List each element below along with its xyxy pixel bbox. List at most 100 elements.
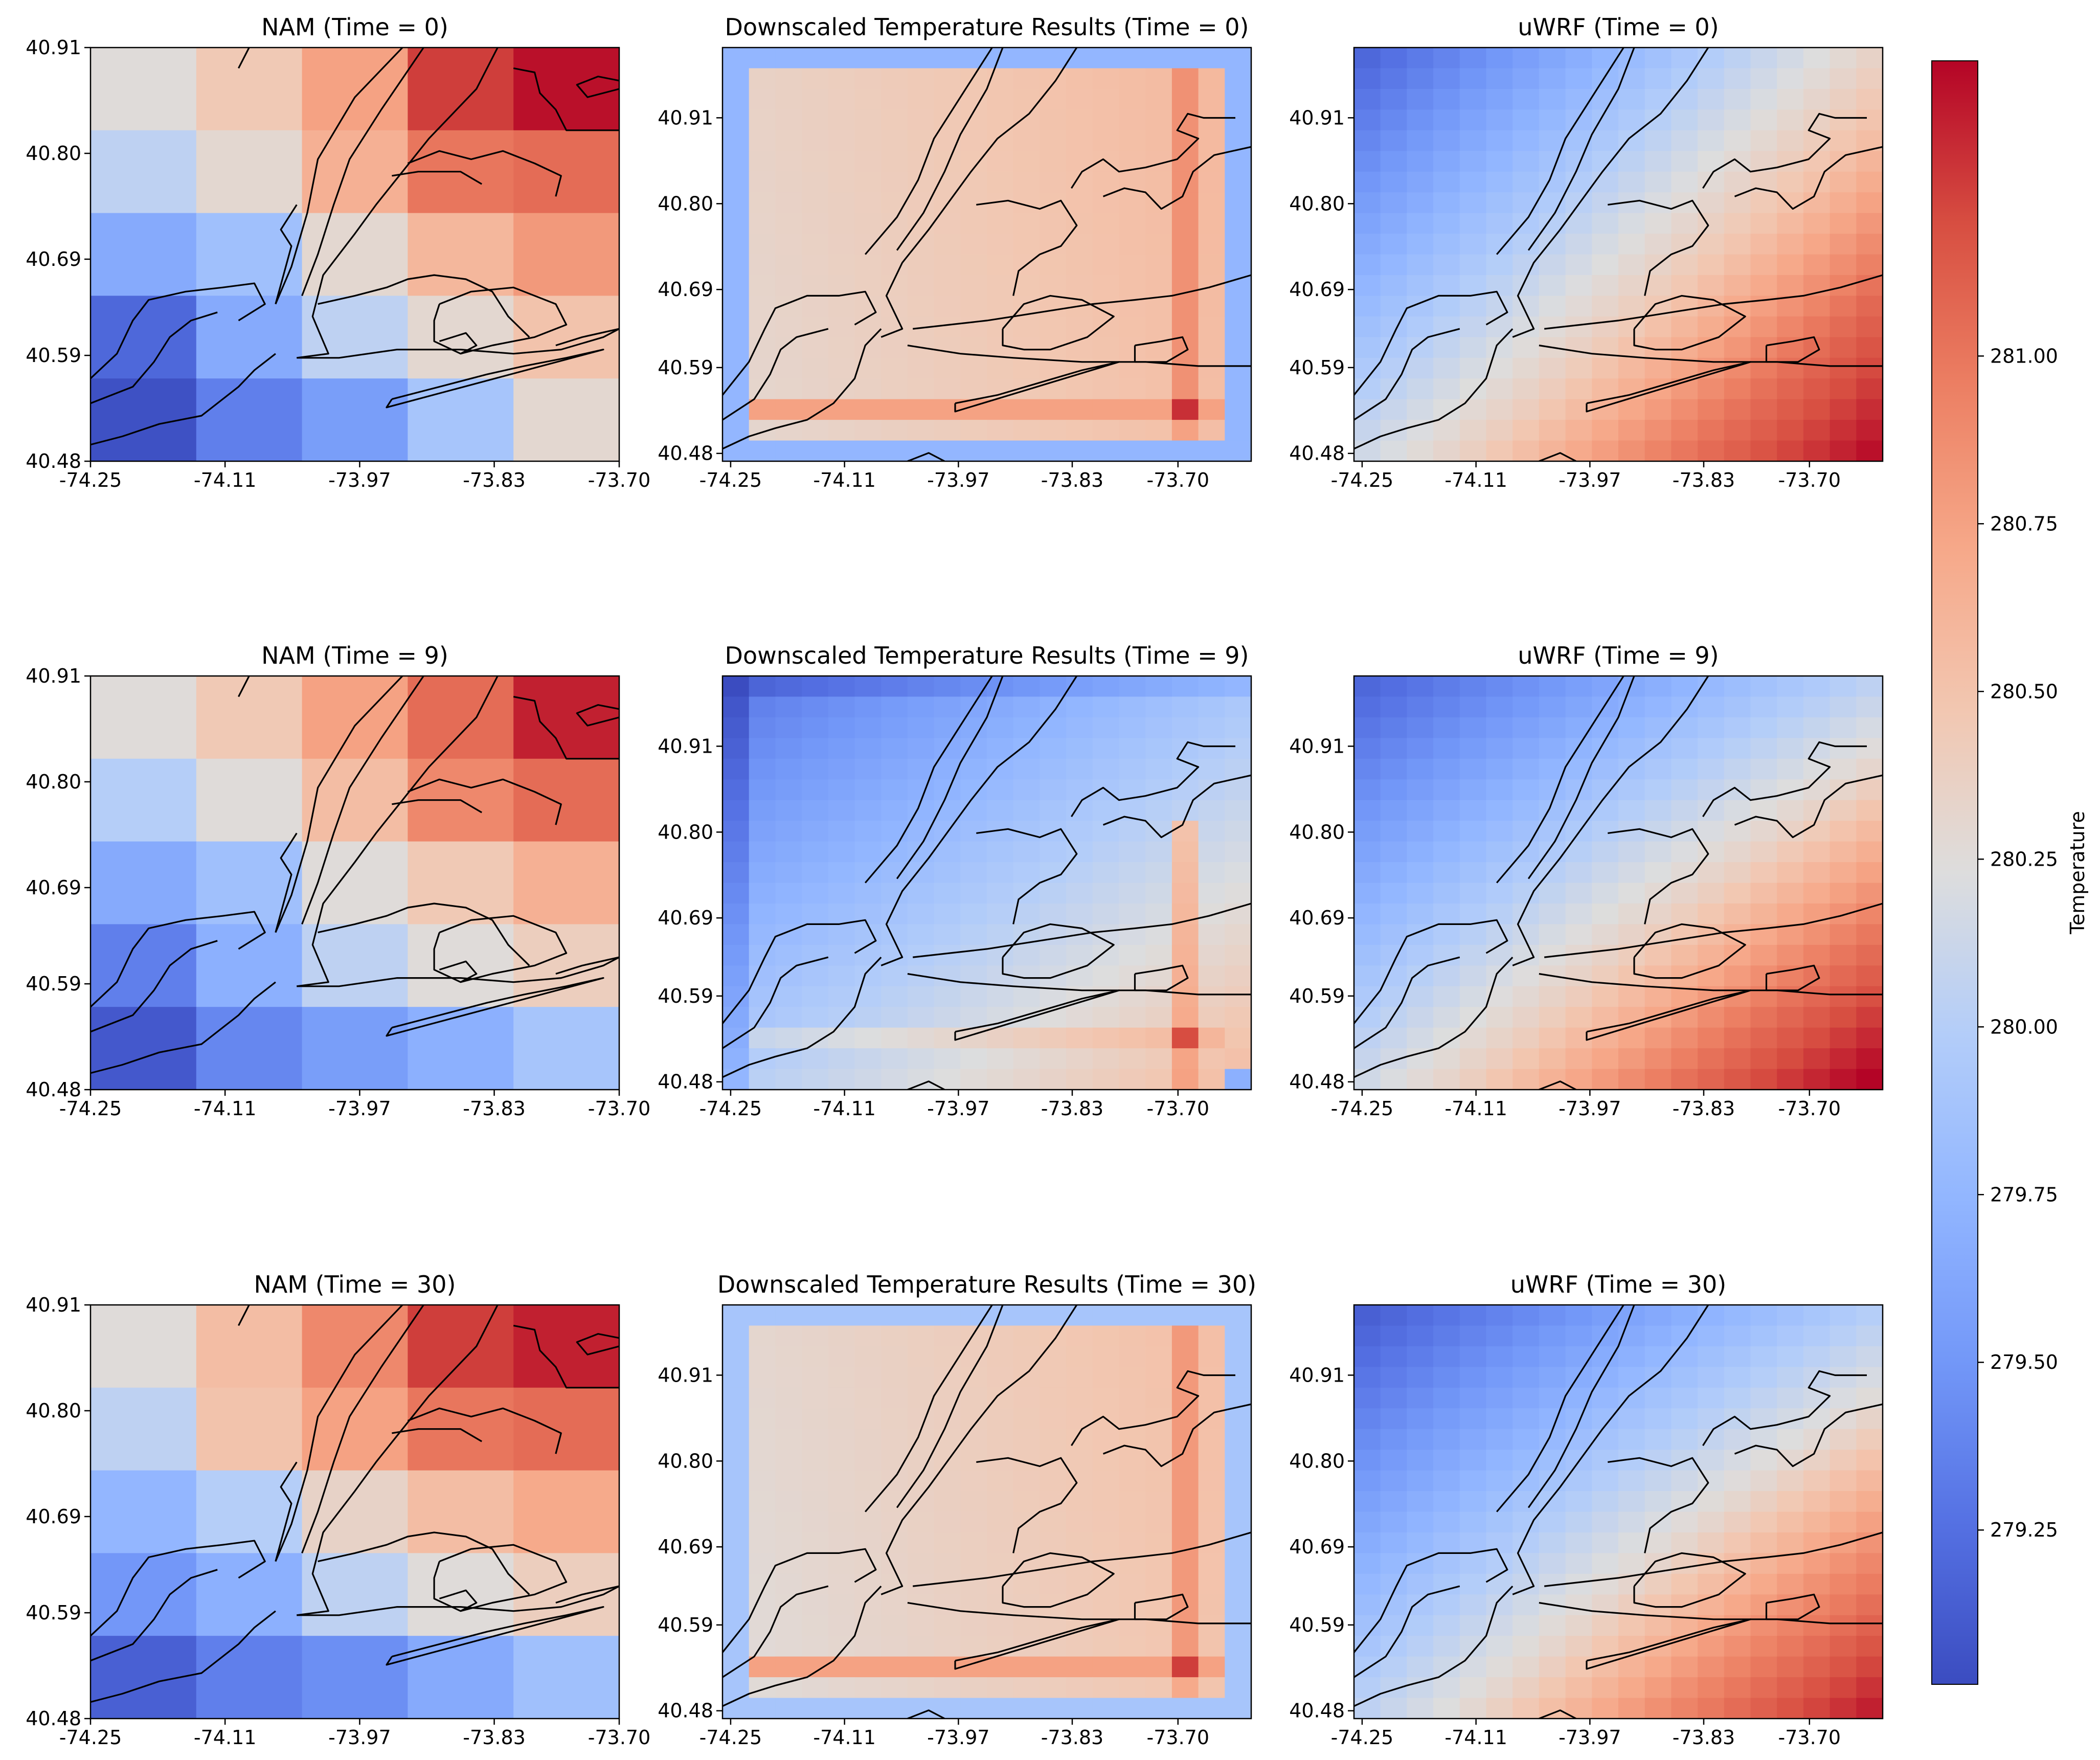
heatmap-cell [1724, 841, 1751, 863]
heatmap-cell [1380, 903, 1407, 924]
heatmap-cell [1171, 1069, 1199, 1090]
heatmap-cell [934, 883, 961, 904]
coastline-segment [864, 48, 993, 255]
heatmap-cell [1066, 192, 1093, 214]
heatmap-cell [1198, 696, 1225, 718]
heatmap-cell [1512, 965, 1540, 987]
heatmap-cell [1407, 1532, 1434, 1553]
heatmap-cell [802, 130, 829, 151]
heatmap-cell [1119, 1470, 1146, 1492]
heatmap-cell [1777, 1656, 1804, 1678]
coastline-segment [301, 1305, 424, 1553]
heatmap-cell [960, 1511, 987, 1533]
coastline-segment [864, 676, 993, 884]
heatmap-cell [1198, 1048, 1225, 1070]
heatmap-cell [1565, 1491, 1592, 1513]
heatmap-cell [1040, 1027, 1067, 1049]
heatmap-cell [1698, 738, 1725, 759]
heatmap-cell [1433, 800, 1460, 821]
heatmap-cell [1856, 1429, 1883, 1450]
heatmap-cell [1803, 234, 1831, 255]
heatmap-cell [907, 192, 935, 214]
coastline-segment [954, 1618, 1120, 1670]
heatmap-cell [749, 1367, 776, 1388]
x-tick-label: -73.83 [463, 1097, 526, 1120]
heatmap-cell [1724, 1656, 1751, 1678]
heatmap-cell [802, 275, 829, 296]
heatmap-cell [1618, 337, 1645, 358]
x-tick-label: -73.70 [1147, 1726, 1210, 1749]
heatmap-cell [1092, 109, 1120, 131]
heatmap-cell [1066, 440, 1093, 461]
heatmap-cell [1119, 696, 1146, 718]
heatmap-cell [408, 1470, 514, 1553]
heatmap-cell [881, 234, 908, 255]
heatmap-cell [1618, 738, 1645, 759]
coastline-segment [1765, 336, 1820, 363]
heatmap-cell [1830, 696, 1857, 718]
heatmap-cell [1644, 696, 1672, 718]
heatmap-cell [1198, 821, 1225, 842]
coastline-segment [1539, 452, 1577, 461]
heatmap-cell [1856, 1656, 1883, 1678]
heatmap-cell [408, 841, 514, 924]
heatmap-cell [1354, 1325, 1381, 1347]
heatmap-cell [854, 1305, 882, 1326]
heatmap-cell [1171, 696, 1199, 718]
heatmap-cell [1407, 965, 1434, 987]
y-tick-label: 40.69 [26, 248, 81, 270]
heatmap-cell [960, 1346, 987, 1367]
heatmap-cell [1354, 213, 1381, 234]
heatmap-cell [1407, 234, 1434, 255]
heatmap-cell [1750, 234, 1777, 255]
heatmap-cell [1724, 738, 1751, 759]
heatmap-cell [1459, 109, 1487, 131]
heatmap-cell [1644, 779, 1672, 801]
heatmap-cell [881, 109, 908, 131]
heatmap-cell [1066, 758, 1093, 780]
heatmap-cell [1171, 1007, 1199, 1028]
coastline-segment [1102, 146, 1251, 210]
heatmap-cell [1565, 378, 1592, 400]
heatmap-cell [1698, 1532, 1725, 1553]
heatmap-cell [1565, 357, 1592, 379]
heatmap-cell [1777, 296, 1804, 317]
heatmap-cell [1459, 378, 1487, 400]
heatmap-cell [1724, 68, 1751, 89]
heatmap-cell [987, 1511, 1014, 1533]
heatmap-cell [1198, 378, 1225, 400]
heatmap-cell [1040, 944, 1067, 966]
coastline-segment [386, 1606, 604, 1666]
heatmap-cell [1145, 1553, 1172, 1574]
heatmap-cell [1171, 738, 1199, 759]
heatmap-cell [1565, 1048, 1592, 1070]
heatmap-cell [749, 800, 776, 821]
heatmap-cell [907, 1532, 935, 1553]
heatmap-cell [1750, 696, 1777, 718]
heatmap-cell [1171, 676, 1199, 697]
heatmap-cell [881, 378, 908, 400]
heatmap-cell [1092, 841, 1120, 863]
heatmap-cell [1066, 254, 1093, 276]
heatmap-cell [722, 696, 750, 718]
heatmap-cell [1512, 1027, 1540, 1049]
heatmap-cell [722, 337, 750, 358]
heatmap-cell [1698, 420, 1725, 441]
heatmap-cell [1380, 1677, 1407, 1699]
heatmap-cell [1198, 171, 1225, 193]
heatmap-cell [1119, 316, 1146, 337]
x-tick-label: -73.70 [588, 1097, 651, 1120]
heatmap-cell [1145, 109, 1172, 131]
heatmap-cell [1119, 1367, 1146, 1388]
heatmap-cell [1225, 1027, 1251, 1049]
heatmap-cell [196, 48, 303, 131]
heatmap-cell [722, 1615, 750, 1636]
heatmap-cell [987, 841, 1014, 863]
heatmap-cell [1013, 171, 1040, 193]
heatmap-cell [1486, 1346, 1513, 1367]
heatmap-cell [1644, 1325, 1672, 1347]
heatmap-cell [1592, 1573, 1619, 1595]
x-tick-label: -74.11 [813, 1097, 876, 1120]
heatmap-cell [1592, 1048, 1619, 1070]
heatmap-cell [1354, 316, 1381, 337]
